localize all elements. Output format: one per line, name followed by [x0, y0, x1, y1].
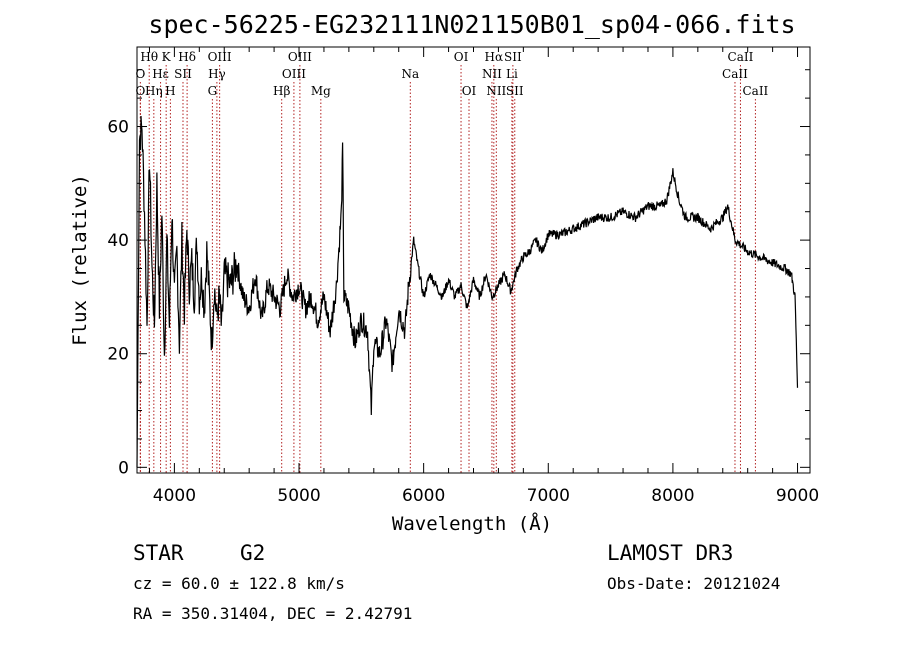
spectral-line-label: SII	[174, 67, 192, 81]
spectral-line-label: Li	[506, 67, 518, 81]
spectral-line-label: G	[208, 84, 218, 98]
x-tick-label: 7000	[527, 486, 570, 506]
spectral-line-label: CaII	[722, 67, 748, 81]
chart-title: spec-56225-EG232111N021150B01_sp04-066.f…	[148, 10, 795, 39]
coordinates: RA = 350.31404, DEC = 2.42791	[133, 604, 412, 623]
x-tick-label: 8000	[651, 486, 694, 506]
spectral-line-markers	[139, 65, 756, 473]
spectrum-series-line	[136, 115, 799, 468]
y-tick-label: 40	[107, 231, 129, 251]
spectral-line-label: Hε	[152, 67, 169, 81]
y-tick-label: 60	[107, 118, 129, 138]
spectral-line-label: CaII	[742, 84, 768, 98]
x-tick-label: 5000	[277, 486, 320, 506]
spectral-line-label: Hη	[145, 84, 163, 98]
spectral-line-label: Hθ	[140, 50, 158, 64]
spectral-line-label: K	[162, 50, 172, 64]
redshift-line: cz = 60.0 ± 122.8 km/s	[133, 574, 345, 593]
spectral-line-label: OIII	[288, 50, 312, 64]
spectral-line-label: OI	[454, 50, 469, 64]
spectral-line-label: Mg	[311, 84, 331, 98]
obs-date: Obs-Date: 20121024	[607, 574, 780, 593]
spectral-line-label: Hγ	[208, 67, 226, 81]
x-tick-label: 4000	[153, 486, 196, 506]
spectral-line-label: Na	[401, 67, 419, 81]
spectral-line-label: SII	[506, 84, 524, 98]
x-axis-ticks: 4000 5000 6000 7000 8000 9000	[148, 47, 819, 506]
y-tick-label: 20	[107, 345, 129, 365]
spectral-line-label: Hα	[485, 50, 504, 64]
spectral-line-label: OI	[462, 84, 477, 98]
y-axis-label: Flux (relative)	[69, 174, 91, 346]
spectral-line-label: H	[165, 84, 175, 98]
spectral-line-label: Hβ	[273, 84, 290, 98]
spectral-line-label: CaII	[728, 50, 754, 64]
subclass-label: G2	[240, 541, 265, 565]
spectral-line-label: NII	[482, 67, 502, 81]
y-tick-label: 0	[118, 458, 129, 478]
spectral-line-label: SII	[504, 50, 522, 64]
survey-label: LAMOST DR3	[607, 541, 733, 565]
spectral-line-label: OIII	[208, 50, 232, 64]
spectral-line-label: O	[135, 84, 145, 98]
x-axis-label: Wavelength (Å)	[392, 512, 552, 535]
spectral-line-labels: OO Hθ Hη Hε K H SII Hδ OIII Hγ G Hβ OIII OIII Mg Na OI OI…	[135, 50, 768, 98]
y-axis-ticks: 0 20 40 60	[107, 69, 810, 478]
x-tick-label: 6000	[402, 486, 445, 506]
spectral-line-label: OIII	[282, 67, 306, 81]
spectral-line-label: NII	[486, 84, 506, 98]
x-tick-label: 9000	[776, 486, 819, 506]
plot-frame	[136, 46, 811, 474]
spectral-line-label: Hδ	[178, 50, 196, 64]
class-label: STAR	[133, 541, 184, 565]
spectral-line-label: O	[135, 67, 145, 81]
